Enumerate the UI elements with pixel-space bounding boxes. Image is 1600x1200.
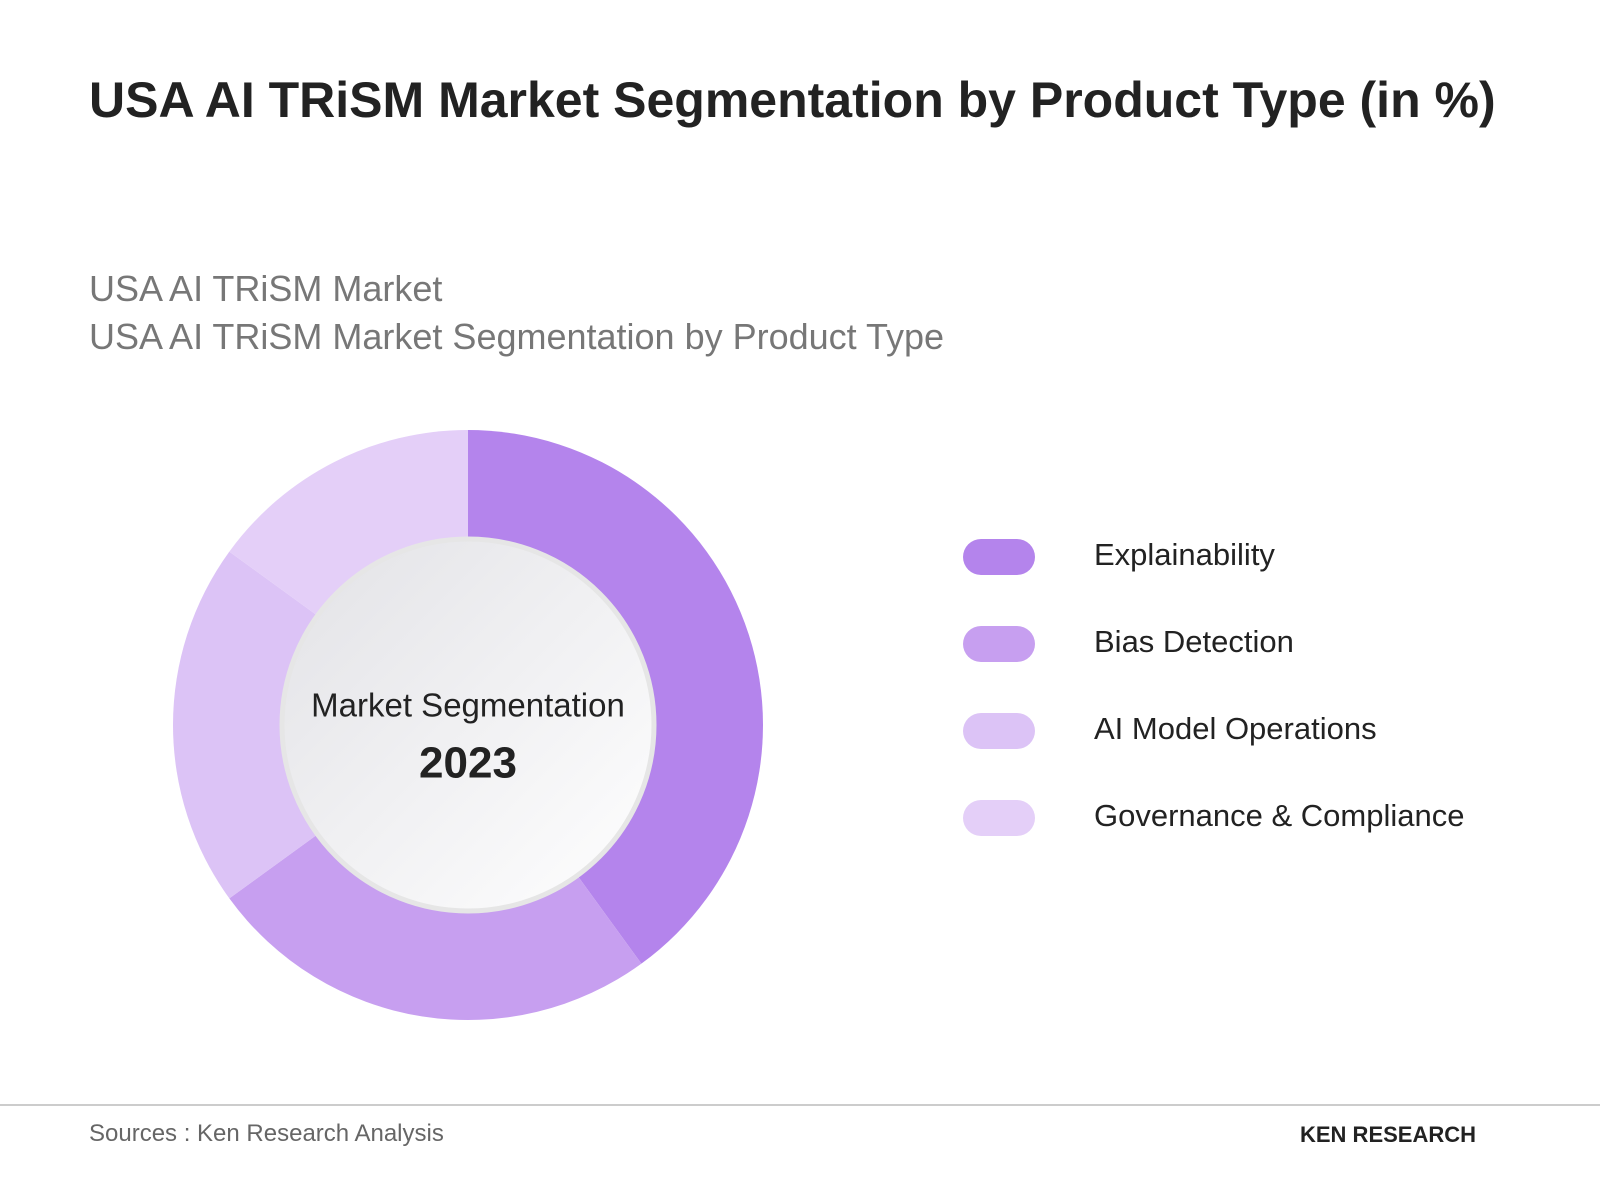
- legend-label: Bias Detection: [1094, 624, 1294, 659]
- legend-swatch: [963, 539, 1035, 575]
- subtitle: USA AI TRiSM Market: [89, 268, 443, 309]
- legend-swatch: [963, 626, 1035, 662]
- legend-label: Governance & Compliance: [1094, 798, 1464, 833]
- center-label: Market Segmentation: [311, 687, 625, 724]
- legend-label: Explainability: [1094, 537, 1275, 572]
- center-year: 2023: [419, 739, 517, 788]
- chart: Market Segmentation 2023 Explainability Bia…: [173, 430, 1464, 1020]
- footer-rule: [0, 1104, 1600, 1106]
- center-ring: [279, 536, 657, 914]
- legend-swatch: [963, 800, 1035, 836]
- subtitle: USA AI TRiSM Market Segmentation by Prod…: [89, 316, 945, 357]
- source: Sources : Ken Research Analysis: [89, 1120, 444, 1147]
- logo: KEN RESEARCH: [1300, 1122, 1477, 1147]
- legend-swatch: [963, 713, 1035, 749]
- chart-title: USA AI TRiSM Market Segmentation by Prod…: [89, 72, 1496, 128]
- legend-label: AI Model Operations: [1094, 711, 1377, 746]
